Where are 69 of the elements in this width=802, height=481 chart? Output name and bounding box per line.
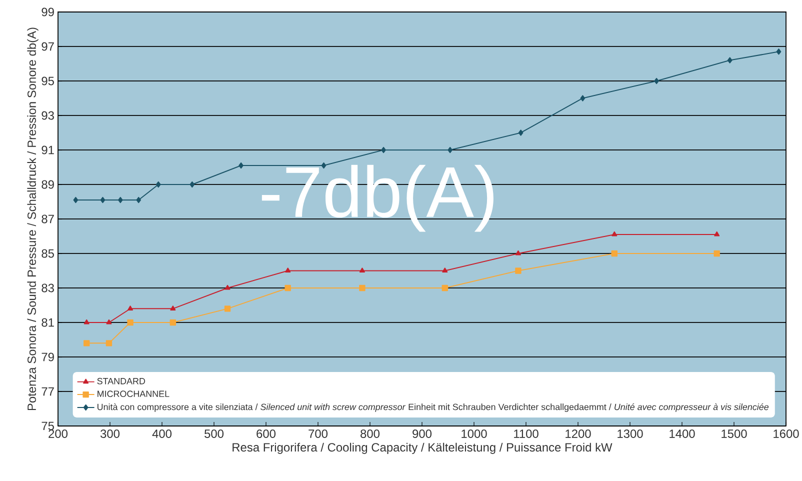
y-tick-label: 87 <box>42 214 54 224</box>
x-tick-label: 1100 <box>514 430 538 438</box>
x-tick-label: 1300 <box>618 430 643 438</box>
point <box>448 146 453 154</box>
y-tick-label: 81 <box>42 318 54 327</box>
x-tick-label: 300 <box>100 430 120 438</box>
x-axis-title: Resa Frigorifera / Cooling Capacity / Kälteleistung / Puissance Froid kW <box>232 442 612 454</box>
point <box>776 48 782 55</box>
point <box>127 319 134 326</box>
point <box>224 306 231 312</box>
point <box>84 340 90 346</box>
y-tick-label: 83 <box>42 284 54 292</box>
point <box>84 319 90 324</box>
point <box>714 231 720 236</box>
point <box>381 146 386 154</box>
point <box>100 196 106 204</box>
point <box>442 268 448 273</box>
point <box>359 268 365 273</box>
point <box>612 231 618 236</box>
x-tick-label: 1000 <box>462 430 487 438</box>
y-tick-label: 99 <box>42 8 54 16</box>
point <box>106 340 112 346</box>
y-tick-label: 75 <box>42 422 54 430</box>
point <box>727 57 732 64</box>
x-tick-label: 1400 <box>670 430 695 438</box>
y-axis-title: Potenza Sonora / Sound Pressure / Schalldruck / Pression Sonore db(A) <box>27 28 38 410</box>
point <box>515 250 521 256</box>
point <box>106 319 112 324</box>
point <box>118 196 123 204</box>
point <box>518 130 524 136</box>
y-tick-label: 91 <box>42 146 54 154</box>
y-tick-label: 79 <box>42 352 54 362</box>
x-tick-label: 500 <box>204 430 224 438</box>
point <box>170 306 176 310</box>
x-tick-label: 700 <box>308 430 328 438</box>
point <box>170 319 176 326</box>
point <box>224 284 230 290</box>
point <box>190 181 195 188</box>
point <box>442 284 448 292</box>
point <box>580 95 586 102</box>
point <box>611 250 618 257</box>
point <box>128 306 134 310</box>
x-tick-label: 200 <box>48 430 68 438</box>
y-tick-label: 97 <box>42 42 54 51</box>
point <box>515 268 522 274</box>
legend-label: Unità con compressore a vite silenziata / Silenced unit with screw compressor Einheit mit Schrauben Verdichter schallgedaemmt / Unité avec compresseur à vis silenciée <box>98 403 769 412</box>
legend-label: STANDARD <box>97 378 146 384</box>
point <box>654 78 659 84</box>
point <box>238 162 244 169</box>
y-tick-label: 85 <box>42 249 54 258</box>
point <box>359 284 366 292</box>
x-tick-label: 1200 <box>566 430 591 438</box>
y-tick-label: 77 <box>42 387 54 396</box>
x-tick-label: 1600 <box>774 430 799 438</box>
y-tick-label: 95 <box>42 76 54 86</box>
x-tick-label: 900 <box>412 430 432 438</box>
point <box>284 284 291 292</box>
point <box>73 196 78 204</box>
point <box>136 196 142 204</box>
x-tick-label: 800 <box>360 430 380 438</box>
point <box>156 181 161 188</box>
x-tick-label: 1500 <box>722 430 747 438</box>
point <box>285 268 291 273</box>
point <box>714 250 720 257</box>
y-tick-label: 89 <box>42 180 54 189</box>
x-tick-label: 400 <box>152 430 172 438</box>
legend-label: MICROCHANNEL <box>98 390 170 398</box>
x-tick-label: 600 <box>256 430 276 438</box>
y-tick-label: 93 <box>42 111 54 120</box>
